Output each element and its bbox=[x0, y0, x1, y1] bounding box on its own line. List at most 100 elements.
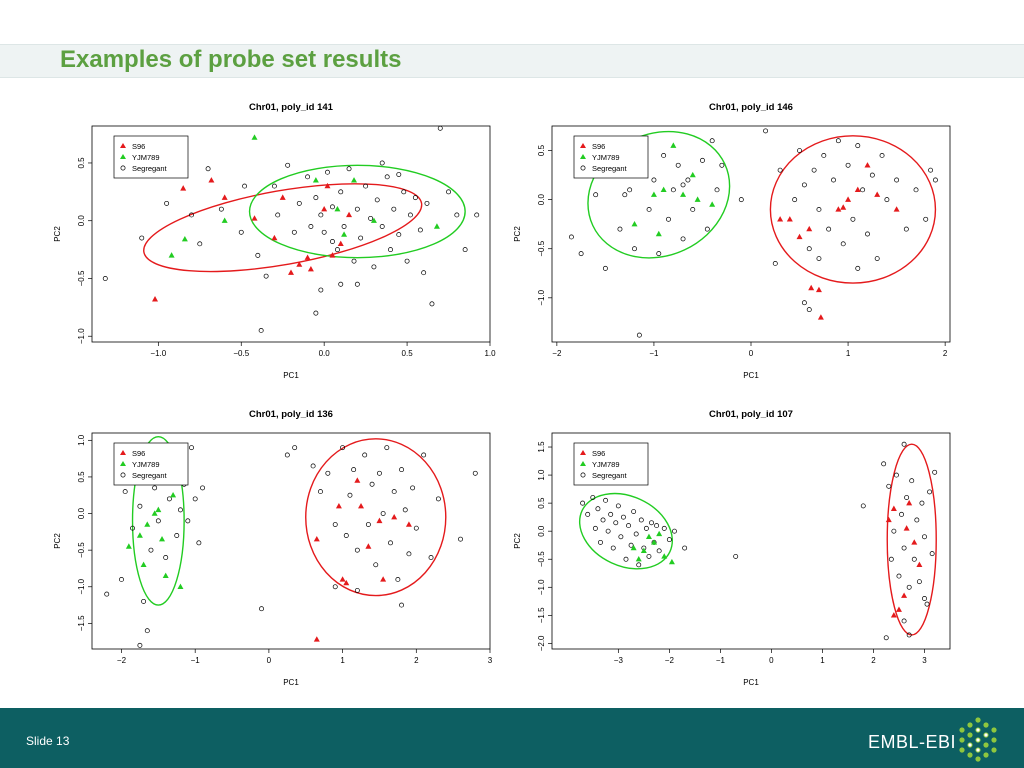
x-tick-label: 0 bbox=[769, 656, 774, 665]
x-tick-label: 3 bbox=[488, 656, 493, 665]
x-tick-label: 1 bbox=[820, 656, 825, 665]
point-segregant bbox=[395, 576, 401, 582]
point-segregant bbox=[291, 229, 297, 235]
point-yjm789 bbox=[670, 142, 677, 148]
point-segregant bbox=[675, 162, 681, 168]
point-segregant bbox=[929, 551, 935, 557]
point-segregant bbox=[709, 138, 715, 144]
point-s96 bbox=[324, 182, 331, 189]
point-segregant bbox=[413, 525, 419, 531]
slide-title: Examples of probe set results bbox=[60, 46, 402, 73]
point-segregant bbox=[102, 276, 108, 281]
point-yjm789 bbox=[162, 572, 169, 578]
x-tick-label: 2 bbox=[871, 656, 876, 665]
x-tick-label: −1.0 bbox=[150, 349, 166, 358]
point-segregant bbox=[916, 579, 922, 585]
point-segregant bbox=[474, 212, 480, 218]
point-segregant bbox=[860, 503, 866, 509]
chart-title: Chr01, poly_id 146 bbox=[709, 102, 793, 113]
point-segregant bbox=[777, 167, 783, 173]
point-segregant bbox=[578, 251, 584, 257]
point-segregant bbox=[196, 540, 202, 546]
point-segregant bbox=[656, 548, 662, 554]
point-segregant bbox=[806, 246, 812, 252]
point-segregant bbox=[271, 183, 277, 189]
point-segregant bbox=[368, 215, 374, 221]
point-segregant bbox=[903, 226, 909, 232]
point-s96 bbox=[279, 194, 286, 200]
point-segregant bbox=[437, 125, 443, 131]
point-segregant bbox=[396, 172, 402, 177]
point-segregant bbox=[906, 632, 912, 638]
point-yjm789 bbox=[709, 201, 716, 207]
legend-label: Segregant bbox=[592, 164, 628, 173]
point-segregant bbox=[354, 587, 360, 593]
point-segregant bbox=[666, 216, 671, 222]
ellipse-yjm789 bbox=[131, 435, 185, 606]
point-segregant bbox=[646, 553, 652, 559]
x-tick-label: 0 bbox=[267, 656, 272, 665]
point-segregant bbox=[636, 562, 642, 568]
point-s96 bbox=[840, 204, 847, 210]
legend-label: S96 bbox=[132, 142, 145, 151]
point-segregant bbox=[806, 307, 812, 313]
ellipse-yjm789 bbox=[578, 492, 674, 570]
y-tick-label: −0.5 bbox=[77, 542, 86, 558]
x-tick-label: 0 bbox=[749, 349, 754, 358]
point-segregant bbox=[714, 187, 720, 193]
legend-label: Segregant bbox=[592, 471, 628, 480]
point-s96 bbox=[208, 177, 215, 183]
point-segregant bbox=[896, 573, 902, 579]
point-segregant bbox=[330, 204, 335, 210]
point-segregant bbox=[369, 481, 375, 487]
point-segregant bbox=[321, 229, 327, 235]
point-yjm789 bbox=[645, 533, 652, 539]
point-s96 bbox=[365, 543, 372, 549]
point-segregant bbox=[139, 235, 145, 241]
ellipse-s96 bbox=[305, 438, 447, 597]
point-s96 bbox=[817, 314, 824, 320]
x-tick-label: −2 bbox=[552, 349, 562, 358]
point-segregant bbox=[622, 192, 628, 198]
point-yjm789 bbox=[640, 547, 647, 554]
point-segregant bbox=[402, 507, 408, 513]
point-segregant bbox=[407, 212, 413, 218]
point-segregant bbox=[719, 162, 725, 168]
point-yjm789 bbox=[140, 561, 147, 567]
point-segregant bbox=[874, 256, 880, 261]
point-segregant bbox=[458, 536, 463, 542]
point-segregant bbox=[922, 534, 927, 540]
point-segregant bbox=[318, 212, 324, 218]
point-segregant bbox=[263, 273, 269, 279]
point-segregant bbox=[296, 200, 302, 206]
point-segregant bbox=[380, 511, 386, 516]
point-segregant bbox=[332, 522, 338, 527]
point-segregant bbox=[119, 576, 124, 582]
point-s96 bbox=[288, 269, 294, 275]
point-segregant bbox=[391, 489, 397, 495]
x-axis-label: PC1 bbox=[283, 371, 299, 380]
point-segregant bbox=[623, 556, 629, 562]
point-yjm789 bbox=[181, 235, 188, 242]
y-tick-label: 1.5 bbox=[537, 441, 546, 453]
point-segregant bbox=[462, 247, 468, 253]
point-s96 bbox=[874, 191, 881, 197]
point-s96 bbox=[307, 266, 314, 272]
point-s96 bbox=[815, 286, 822, 293]
point-segregant bbox=[928, 167, 934, 173]
legend-label: YJM789 bbox=[592, 460, 620, 469]
point-segregant bbox=[330, 239, 335, 244]
point-segregant bbox=[454, 212, 460, 218]
footer-bar: Slide 13 EMBL-EBI bbox=[0, 708, 1024, 768]
point-segregant bbox=[919, 500, 925, 506]
point-segregant bbox=[797, 148, 802, 153]
point-segregant bbox=[141, 598, 147, 604]
point-yjm789 bbox=[168, 252, 175, 258]
point-segregant bbox=[379, 160, 385, 166]
point-segregant bbox=[585, 511, 591, 517]
point-s96 bbox=[358, 503, 365, 509]
legend-marker-segregant bbox=[120, 165, 126, 171]
point-segregant bbox=[605, 528, 611, 534]
point-segregant bbox=[627, 187, 633, 193]
point-segregant bbox=[358, 235, 364, 241]
